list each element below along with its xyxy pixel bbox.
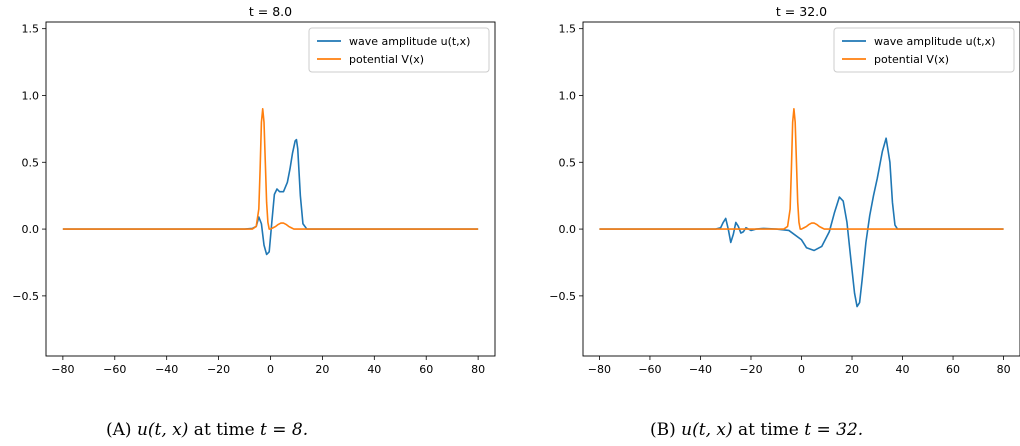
x-tick-label: −20 (207, 363, 230, 376)
x-tick-label: −40 (689, 363, 712, 376)
y-tick-label: 0.5 (22, 156, 40, 169)
x-tick-label: 40 (896, 363, 910, 376)
x-tick-label: −60 (638, 363, 661, 376)
y-tick-label: 0.5 (559, 156, 577, 169)
x-tick-label: 20 (845, 363, 859, 376)
x-tick-label: −60 (103, 363, 126, 376)
legend: wave amplitude u(t,x) potential V(x) (308, 27, 490, 73)
legend: wave amplitude u(t,x) potential V(x) (833, 27, 1015, 73)
x-tick-label: 80 (997, 363, 1011, 376)
legend-label: potential V(x) (874, 53, 949, 66)
legend-label: wave amplitude u(t,x) (349, 35, 470, 48)
series-line-wave-amplitude (599, 137, 1004, 308)
x-tick-label: 60 (419, 363, 433, 376)
legend-label: potential V(x) (349, 53, 424, 66)
series-line-potential (62, 108, 479, 230)
y-tick-label: −0.5 (12, 290, 39, 303)
chart-title: t = 8.0 (249, 4, 292, 19)
caption-math-time: t = 8. (260, 420, 309, 440)
y-tick-label: −0.5 (549, 290, 576, 303)
caption-text: at time (732, 420, 805, 440)
chart-panel-a: t = 8.0 −80 −60 −40 −20 0 20 40 60 80 −0.5 0.0 0.5 1.… (12, 4, 496, 376)
y-tick-label: 0.0 (22, 223, 40, 236)
legend-box (833, 27, 1015, 73)
series-line-potential (599, 108, 1004, 230)
chart-title: t = 32.0 (776, 4, 827, 19)
x-tick-label: 20 (315, 363, 329, 376)
x-tick-label: 60 (946, 363, 960, 376)
caption-label: (B) (650, 420, 676, 440)
caption-label: (A) (106, 420, 132, 440)
y-tick-label: 1.5 (559, 23, 577, 36)
caption-math-time: t = 32. (804, 420, 864, 440)
x-tick-label: 80 (471, 363, 485, 376)
x-tick-label: −80 (51, 363, 74, 376)
x-tick-label: −80 (588, 363, 611, 376)
caption-math: u(t, x) (136, 420, 189, 440)
legend-label: wave amplitude u(t,x) (874, 35, 995, 48)
caption-a: (A) u(t, x) at time t = 8. (106, 420, 308, 440)
x-tick-label: 40 (367, 363, 381, 376)
caption-text: at time (188, 420, 261, 440)
x-tick-label: −40 (155, 363, 178, 376)
caption-math: u(t, x) (681, 420, 733, 440)
y-tick-label: 1.5 (22, 23, 40, 36)
y-tick-label: 1.0 (559, 89, 577, 102)
caption-b: (B) u(t, x) at time t = 32. (650, 420, 863, 440)
chart-panel-b: t = 32.0 −80 −60 −40 −20 0 20 40 60 80 −0.5 0.0 0.5 1… (549, 4, 1020, 376)
legend-box (308, 27, 490, 73)
series-line-wave-amplitude (62, 138, 479, 256)
x-tick-label: 0 (267, 363, 274, 376)
y-tick-label: 1.0 (22, 89, 40, 102)
x-tick-label: −20 (739, 363, 762, 376)
x-tick-label: 0 (798, 363, 805, 376)
y-tick-label: 0.0 (559, 223, 577, 236)
